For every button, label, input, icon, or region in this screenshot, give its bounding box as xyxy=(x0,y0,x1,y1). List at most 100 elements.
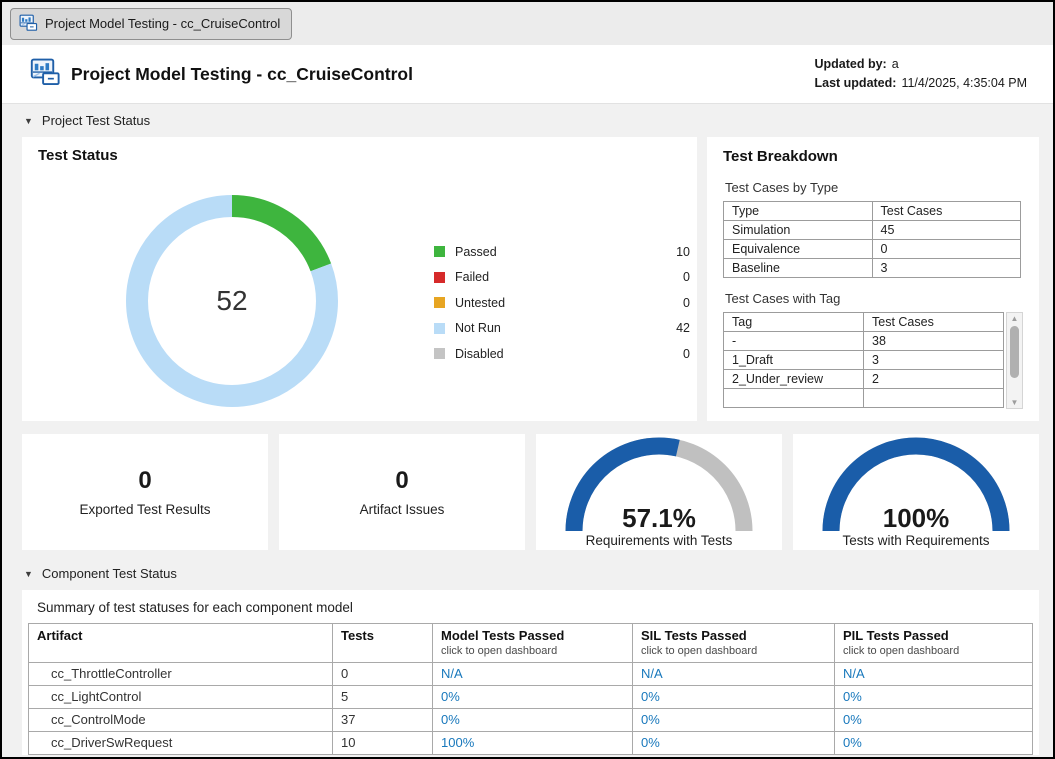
column-header: Type xyxy=(723,201,873,221)
test-cases-by-type-table: Type Test Cases Simulation 45 Equivalenc… xyxy=(723,201,1021,278)
table-row: - 38 xyxy=(723,331,1004,351)
column-header-pil-tests: PIL Tests Passed click to open dashboard xyxy=(834,623,1033,663)
column-header: Test Cases xyxy=(871,201,1021,221)
model-tests-link[interactable]: 0% xyxy=(432,708,633,732)
dashboard-icon xyxy=(19,13,38,35)
section-project-test-status[interactable]: ▼ Project Test Status xyxy=(2,104,1053,135)
legend-swatch-disabled xyxy=(434,348,445,360)
dashboard-icon xyxy=(30,56,61,92)
table-row: cc_ControlMode 37 0% 0% 0% xyxy=(28,708,1033,732)
legend-item-disabled: Disabled 0 xyxy=(434,341,690,367)
test-status-donut-chart: 52 xyxy=(120,189,344,413)
report-tab-label: Project Model Testing - cc_CruiseControl xyxy=(45,16,281,31)
tests-cell: 0 xyxy=(332,662,433,686)
table-row: Simulation 45 xyxy=(723,220,1021,240)
test-cases-by-type-title: Test Cases by Type xyxy=(725,180,839,195)
section-component-test-status[interactable]: ▼ Component Test Status xyxy=(2,557,1053,588)
table-row: Equivalence 0 xyxy=(723,239,1021,259)
tests-cell: 10 xyxy=(332,731,433,755)
test-status-panel: Test Status 52 Passed 10 Failed 0 xyxy=(22,137,697,421)
legend-item-untested: Untested 0 xyxy=(434,290,690,316)
triangle-down-icon: ▼ xyxy=(24,115,33,126)
donut-svg xyxy=(126,195,338,407)
artifact-issues-card: 0 Artifact Issues xyxy=(279,434,525,550)
test-cases-with-tag-table: Tag Test Cases - 38 1_Draft 3 2_Under_ xyxy=(723,312,1004,408)
legend-swatch-failed xyxy=(434,271,445,283)
component-test-table: Artifact Tests Model Tests Passed click t… xyxy=(28,623,1033,755)
model-tests-link[interactable]: N/A xyxy=(432,662,633,686)
section-project-test-status-label: Project Test Status xyxy=(41,113,151,128)
tests-cell: 5 xyxy=(332,685,433,709)
tag-table-scrollbar[interactable]: ▲ ▼ xyxy=(1006,312,1023,409)
tag-cell: - xyxy=(723,331,864,351)
table-row: cc_DriverSwRequest 10 100% 0% 0% xyxy=(28,731,1033,755)
tests-with-requirements-card: 100% Tests with Requirements xyxy=(793,434,1039,550)
count-cell: 3 xyxy=(863,350,1004,370)
report-tab[interactable]: Project Model Testing - cc_CruiseControl xyxy=(10,7,293,40)
type-cell: Simulation xyxy=(723,220,873,240)
artifact-cell: cc_DriverSwRequest xyxy=(28,731,333,755)
table-row: cc_LightControl 5 0% 0% 0% xyxy=(28,685,1033,709)
table-row: Baseline 3 xyxy=(723,258,1021,278)
pil-tests-link[interactable]: 0% xyxy=(834,685,1033,709)
exported-test-results-label: Exported Test Results xyxy=(79,502,211,517)
triangle-down-icon: ▼ xyxy=(24,568,33,579)
tag-cell: 2_Under_review xyxy=(723,369,864,389)
sil-tests-link[interactable]: 0% xyxy=(632,685,835,709)
updated-by-value: a xyxy=(891,56,899,71)
test-status-legend: Passed 10 Failed 0 Untested 0 Not Run 42 xyxy=(434,239,690,367)
table-row: 2_Under_review 2 xyxy=(723,369,1004,389)
pil-tests-link[interactable]: 0% xyxy=(834,708,1033,732)
sil-tests-link[interactable]: 0% xyxy=(632,731,835,755)
legend-item-failed: Failed 0 xyxy=(434,265,690,291)
requirements-with-tests-label: Requirements with Tests xyxy=(585,533,733,548)
count-cell xyxy=(863,388,1004,408)
column-header-sil-tests: SIL Tests Passed click to open dashboard xyxy=(632,623,835,663)
tests-with-requirements-label: Tests with Requirements xyxy=(842,533,990,548)
sil-tests-link[interactable]: N/A xyxy=(632,662,835,686)
count-cell: 45 xyxy=(871,220,1021,240)
donut-total: 52 xyxy=(216,285,248,316)
legend-swatch-not-run xyxy=(434,322,445,334)
exported-test-results-value: 0 xyxy=(138,467,152,494)
last-updated-label: Last updated: xyxy=(814,76,897,90)
count-cell: 3 xyxy=(871,258,1021,278)
scroll-up-icon[interactable]: ▲ xyxy=(1010,314,1019,323)
pil-tests-link[interactable]: 0% xyxy=(834,731,1033,755)
table-row: 1_Draft 3 xyxy=(723,350,1004,370)
requirements-with-tests-card: 57.1% Requirements with Tests xyxy=(536,434,782,550)
tests-cell: 37 xyxy=(332,708,433,732)
column-header: Tag xyxy=(723,312,864,332)
updated-by-label: Updated by: xyxy=(814,56,887,71)
column-header: Test Cases xyxy=(863,312,1004,332)
table-row-partial xyxy=(723,388,1004,408)
pil-tests-link[interactable]: N/A xyxy=(834,662,1033,686)
model-tests-link[interactable]: 100% xyxy=(432,731,633,755)
page-title: Project Model Testing - cc_CruiseControl xyxy=(71,63,413,84)
requirements-with-tests-gauge: 57.1% xyxy=(551,437,767,533)
table-row: cc_ThrottleController 0 N/A N/A N/A xyxy=(28,662,1033,686)
scroll-down-icon[interactable]: ▼ xyxy=(1010,398,1019,407)
model-tests-link[interactable]: 0% xyxy=(432,685,633,709)
type-cell: Equivalence xyxy=(723,239,873,259)
test-breakdown-panel: Test Breakdown Test Cases by Type Type T… xyxy=(707,137,1039,421)
tests-with-requirements-value: 100% xyxy=(882,503,950,533)
legend-swatch-untested xyxy=(434,297,445,309)
type-cell: Baseline xyxy=(723,258,873,278)
last-updated-value: 11/4/2025, 4:35:04 PM xyxy=(901,76,1027,90)
update-info: Updated by: a Last updated: 11/4/2025, 4:3… xyxy=(814,55,1027,94)
test-cases-with-tag-title: Test Cases with Tag xyxy=(725,291,841,306)
legend-item-passed: Passed 10 xyxy=(434,239,690,265)
count-cell: 38 xyxy=(863,331,1004,351)
scrollbar-thumb[interactable] xyxy=(1010,326,1019,378)
count-cell: 0 xyxy=(871,239,1021,259)
legend-swatch-passed xyxy=(434,246,445,258)
component-table-caption: Summary of test statuses for each compon… xyxy=(37,600,353,615)
requirements-with-tests-value: 57.1% xyxy=(622,503,696,533)
legend-item-not-run: Not Run 42 xyxy=(434,316,690,342)
section-component-test-status-label: Component Test Status xyxy=(41,566,177,581)
test-breakdown-title: Test Breakdown xyxy=(723,148,838,165)
sil-tests-link[interactable]: 0% xyxy=(632,708,835,732)
tests-with-requirements-gauge: 100% xyxy=(808,437,1024,533)
